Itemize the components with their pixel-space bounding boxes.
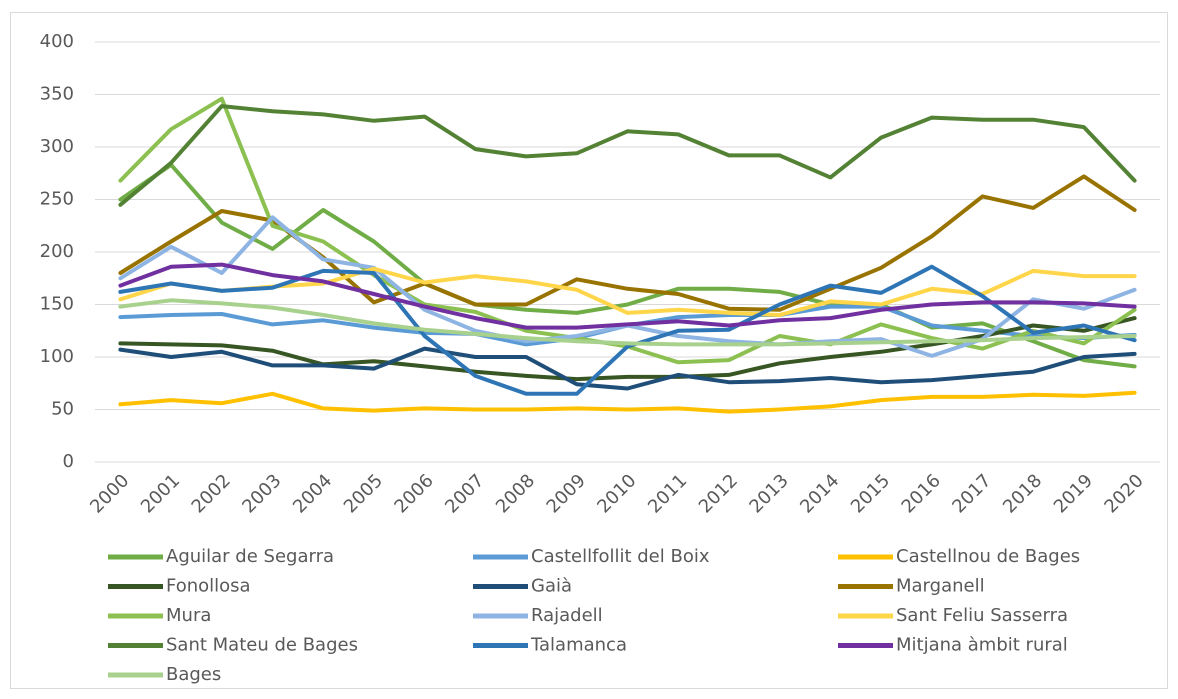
- legend-label: Sant Mateu de Bages: [166, 635, 358, 656]
- y-tick-label: 0: [63, 451, 74, 472]
- series-line: [118, 264, 1137, 396]
- series-line: [118, 266, 1137, 317]
- legend-label: Marganell: [896, 576, 985, 597]
- series-line: [118, 346, 1137, 391]
- legend-label: Bages: [166, 664, 221, 685]
- legend-label: Mitjana àmbit rural: [896, 635, 1068, 656]
- y-tick-label: 400: [40, 31, 74, 52]
- legend-label: Rajadell: [531, 605, 603, 626]
- legend-label: Talamanca: [530, 635, 627, 656]
- series-line: [118, 104, 1137, 207]
- y-tick-label: 50: [51, 399, 74, 420]
- y-tick-label: 250: [40, 189, 74, 210]
- legend-label: Fonollosa: [166, 576, 251, 597]
- legend-label: Castellnou de Bages: [896, 546, 1080, 567]
- series-line: [118, 262, 1137, 330]
- series-line: [118, 162, 1137, 369]
- legend-label: Castellfollit del Boix: [531, 546, 710, 567]
- legend-label: Gaià: [531, 576, 572, 597]
- series-line: [118, 390, 1137, 414]
- y-tick-label: 150: [40, 294, 74, 315]
- y-tick-label: 200: [40, 241, 74, 262]
- legend-label: Aguilar de Segarra: [166, 546, 334, 567]
- y-tick-label: 350: [40, 84, 74, 105]
- legend-label: Mura: [166, 605, 211, 626]
- series-line: [118, 298, 1137, 347]
- y-tick-label: 300: [40, 136, 74, 157]
- y-tick-label: 100: [40, 346, 74, 367]
- legend-label: Sant Feliu Sasserra: [896, 605, 1068, 626]
